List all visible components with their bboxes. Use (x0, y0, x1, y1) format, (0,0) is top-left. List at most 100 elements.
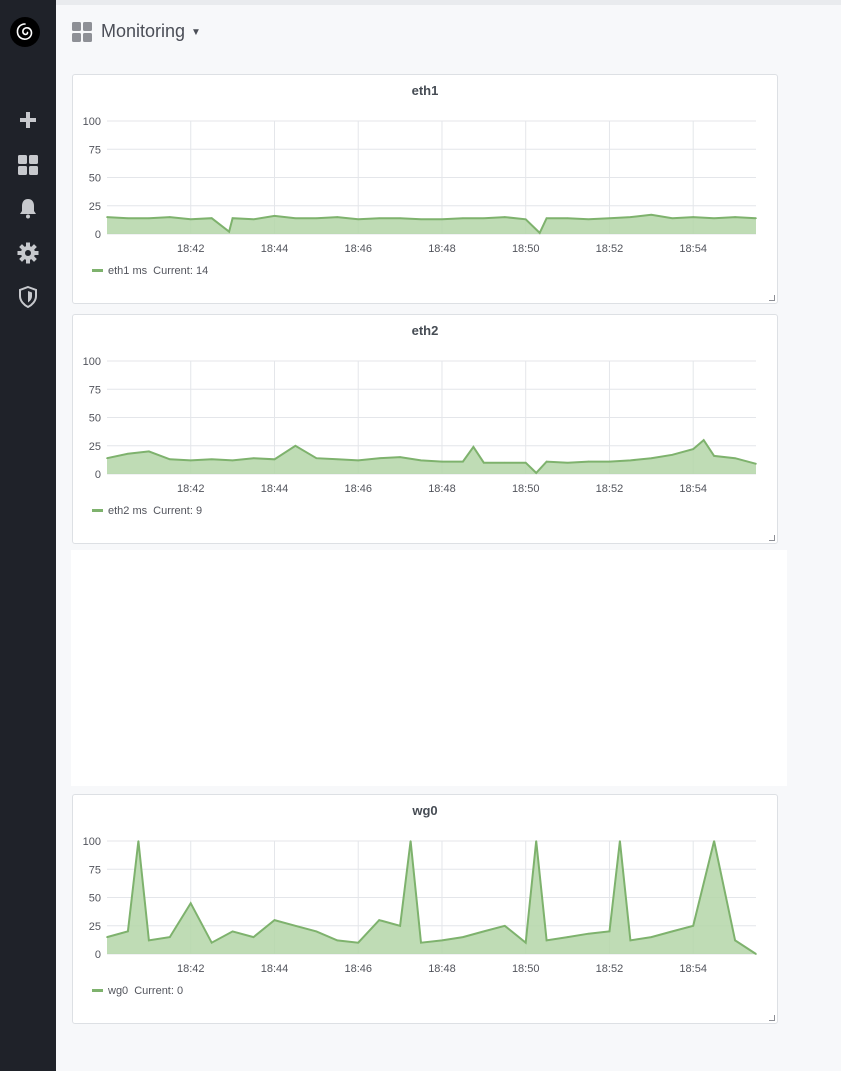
y-tick-label: 0 (95, 229, 101, 241)
x-tick-label: 18:42 (177, 963, 205, 975)
data-point (671, 930, 674, 933)
legend-series-name: wg0 (108, 985, 129, 997)
y-tick-label: 25 (89, 441, 101, 453)
data-point (566, 217, 569, 219)
panel-title[interactable]: eth2 (411, 323, 439, 338)
data-point (148, 939, 150, 942)
x-tick-label: 18:52 (596, 963, 624, 975)
data-point (336, 458, 339, 461)
x-tick-label: 18:46 (344, 963, 372, 975)
resize-handle[interactable] (769, 295, 775, 301)
data-point (137, 840, 140, 842)
sidebar-item-configuration[interactable] (16, 241, 40, 265)
data-point (420, 941, 422, 944)
data-point (734, 457, 736, 459)
data-point (545, 939, 548, 942)
x-tick-label: 18:48 (428, 483, 456, 495)
data-point (357, 459, 360, 462)
data-point (148, 217, 150, 219)
data-point (671, 454, 674, 456)
data-point (409, 840, 412, 842)
data-point (294, 445, 297, 447)
data-point (608, 930, 611, 933)
data-point (378, 919, 381, 921)
series-area (107, 440, 756, 474)
legend-item[interactable]: eth2 ms Current: 9 (92, 505, 202, 517)
data-point (524, 461, 527, 464)
graph-panel-eth1[interactable]: eth1 0 25 50 75 100 18:42 18:44 18:46 18:48 18:50… (72, 74, 778, 304)
series-line (106, 840, 757, 955)
data-point (629, 216, 632, 218)
sidebar-item-dashboards[interactable] (16, 153, 40, 177)
y-tick-label: 75 (89, 864, 101, 876)
data-point (462, 936, 464, 938)
data-point (294, 217, 297, 219)
swirl-logo-icon (16, 23, 33, 40)
data-point (252, 936, 255, 938)
series-swatch (92, 508, 103, 512)
grafana-logo[interactable] (10, 17, 40, 47)
data-point (524, 941, 527, 944)
data-point (734, 939, 736, 942)
data-point (524, 218, 527, 221)
sidebar-item-alerting[interactable] (16, 196, 40, 220)
grid-icon (18, 155, 38, 175)
data-point (545, 217, 548, 219)
data-point (169, 936, 171, 938)
plus-icon (20, 112, 36, 128)
legend-current-label: Current: (153, 265, 193, 277)
data-point (702, 439, 705, 441)
data-point (420, 218, 422, 221)
x-tick-label: 18:48 (428, 963, 456, 975)
graph-chart[interactable]: 0 25 50 75 100 18:42 18:44 18:46 18:48 18:50 18:52… (73, 315, 779, 545)
data-point (231, 459, 234, 462)
y-tick-label: 75 (89, 384, 101, 396)
data-point (252, 218, 255, 221)
panel-title[interactable]: wg0 (412, 803, 438, 818)
data-point (472, 446, 475, 448)
data-point (127, 930, 129, 933)
data-point (629, 459, 632, 462)
data-point (399, 456, 401, 458)
graph-panel-eth2[interactable]: eth2 0 25 50 75 100 18:42 18:44 18:46 18:48 18:50… (72, 314, 778, 544)
graph-panel-wg0[interactable]: wg0 0 25 50 75 100 18:42 18:44 18:46 18:48 18:50 1… (72, 794, 778, 1024)
data-point (378, 457, 381, 459)
sidebar-item-add[interactable] (16, 108, 40, 132)
dashboard-header: Monitoring ▼ (56, 5, 841, 57)
data-point (587, 218, 590, 221)
x-tick-label: 18:54 (679, 483, 707, 495)
sidebar-item-server-admin[interactable] (16, 285, 40, 309)
data-point (713, 217, 715, 219)
data-point (650, 214, 653, 216)
data-point (734, 216, 736, 218)
y-tick-label: 25 (89, 921, 101, 933)
resize-handle[interactable] (769, 535, 775, 541)
resize-handle[interactable] (769, 1015, 775, 1021)
legend-item[interactable]: eth1 ms Current: 14 (92, 265, 208, 277)
data-point (169, 458, 171, 461)
data-point (483, 930, 485, 933)
data-point (189, 459, 192, 462)
data-point (273, 458, 276, 461)
x-tick-label: 18:54 (679, 963, 707, 975)
y-tick-label: 0 (95, 949, 101, 961)
graph-chart[interactable]: 0 25 50 75 100 18:42 18:44 18:46 18:48 18:50 18:52… (73, 795, 779, 1025)
x-tick-label: 18:44 (261, 963, 289, 975)
data-point (755, 953, 757, 955)
series-swatch (92, 988, 103, 992)
x-tick-label: 18:44 (261, 243, 289, 255)
data-point (545, 460, 548, 463)
legend-current-value: 14 (195, 265, 209, 277)
legend-series-name: eth2 ms (108, 505, 148, 517)
data-point (127, 217, 129, 219)
data-point (755, 463, 757, 465)
data-point (587, 932, 590, 935)
legend-item[interactable]: wg0 Current: 0 (92, 985, 183, 997)
graph-chart[interactable]: 0 25 50 75 100 18:42 18:44 18:46 18:48 18:50 18:52… (73, 75, 779, 305)
panel-title[interactable]: eth1 (411, 83, 439, 98)
series-line (106, 213, 757, 235)
data-point (378, 217, 381, 219)
data-point (650, 936, 653, 938)
dashboard-picker[interactable]: Monitoring ▼ (101, 21, 201, 42)
data-point (441, 218, 443, 221)
